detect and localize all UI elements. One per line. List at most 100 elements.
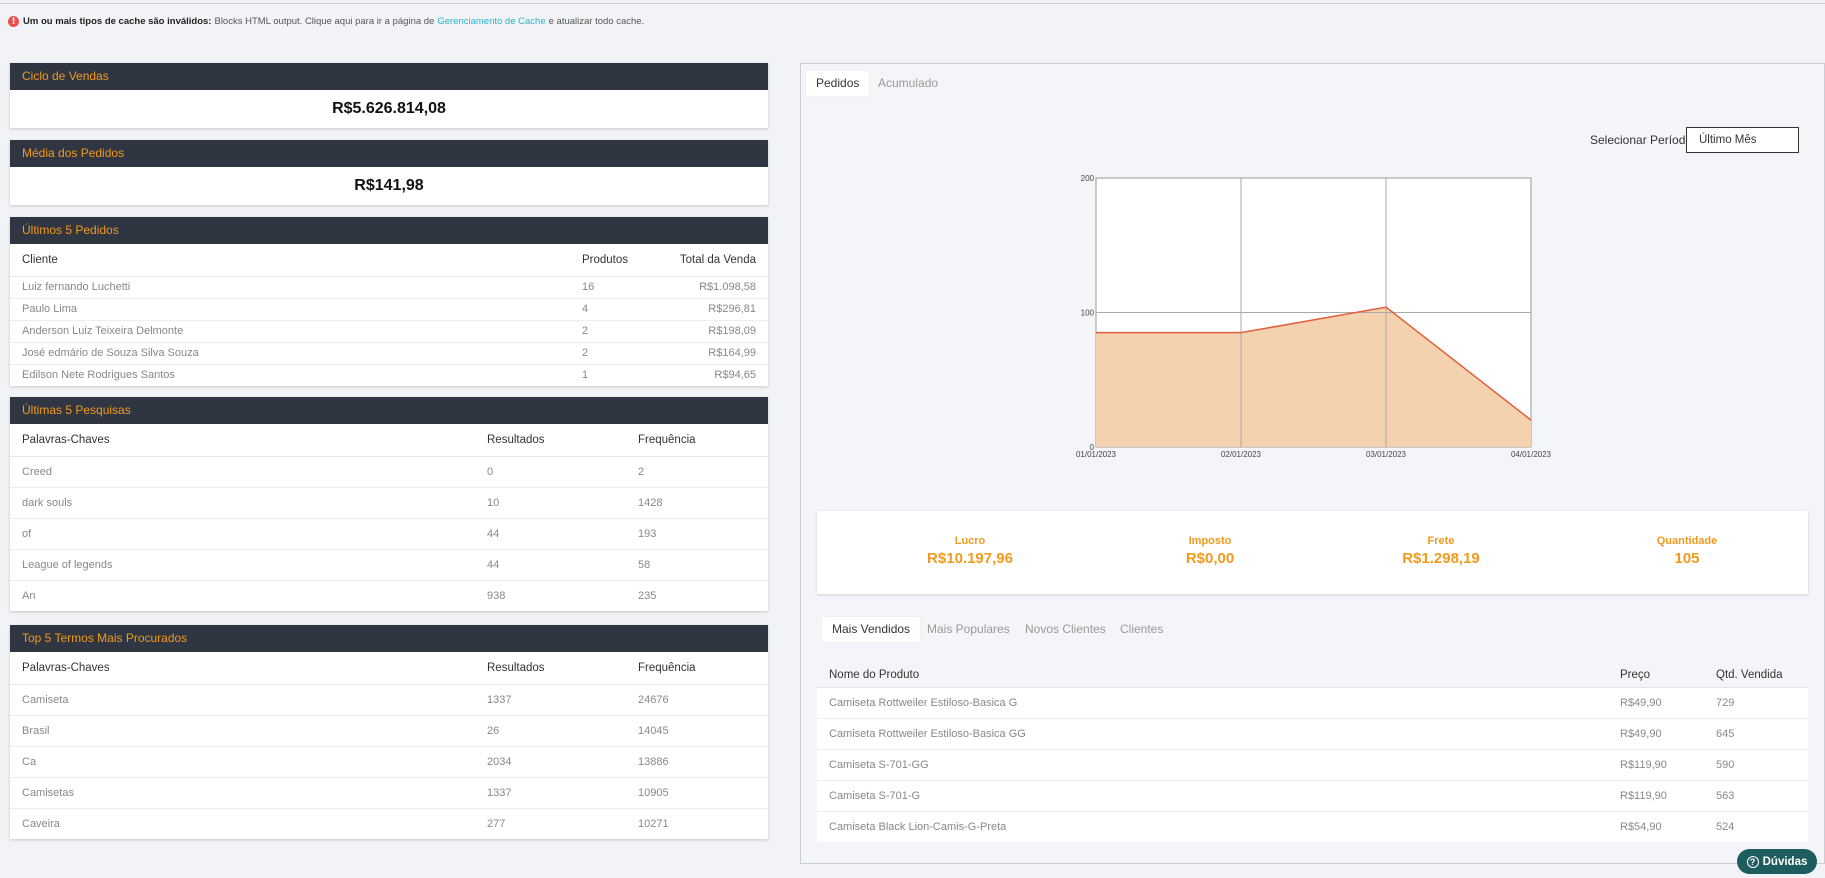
cell-results: 938	[475, 579, 626, 611]
stat-value: R$10.197,96	[927, 550, 1013, 567]
cache-management-link[interactable]: Gerenciamento de Cache	[437, 16, 546, 27]
cell-produtos: 4	[570, 297, 654, 320]
table-row[interactable]: Edilson Nete Rodrigues Santos 1 R$94,65	[10, 363, 768, 386]
cell-results: 2034	[475, 745, 626, 777]
table-row[interactable]: Camiseta S-701-GG R$119,90 590	[817, 748, 1808, 780]
tab-acumulado[interactable]: Acumulado	[878, 76, 939, 90]
cell-price: R$119,90	[1608, 748, 1704, 780]
cell-keyword: Camisetas	[10, 776, 475, 808]
last-orders-panel: Últimos 5 Pedidos Cliente Produtos Total…	[10, 217, 768, 386]
data-point	[1385, 306, 1387, 308]
stat-quantidade: Quantidade 105	[1612, 535, 1762, 567]
cell-produtos: 16	[582, 281, 595, 293]
cell-price: R$49,90	[1620, 696, 1662, 709]
cell-total: R$198,09	[654, 319, 768, 342]
panel-title: Últimas 5 Pesquisas	[10, 397, 768, 424]
series-area	[1096, 307, 1531, 447]
col-price: Preço	[1608, 663, 1704, 688]
cell-keyword: An	[10, 579, 475, 611]
period-label: Selecionar Período:	[1590, 133, 1696, 147]
table-row[interactable]: Brasil 26 14045	[10, 714, 768, 746]
table-row[interactable]: An 938 235	[10, 579, 768, 611]
stat-label: Quantidade	[1656, 535, 1718, 547]
cell-results: 44	[475, 548, 626, 580]
period-select[interactable]: Último Mês	[1686, 127, 1799, 153]
x-tick-label: 04/01/2023	[1511, 450, 1552, 459]
cell-frequency: 235	[626, 579, 768, 611]
stat-value: 105	[1674, 550, 1700, 567]
top-terms-panel: Top 5 Termos Mais Procurados Palavras-Ch…	[10, 625, 768, 839]
products-panel: Nome do Produto Preço Qtd. Vendida Camis…	[817, 663, 1808, 842]
panel-title: Últimos 5 Pedidos	[10, 217, 768, 244]
tab-clientes[interactable]: Clientes	[1120, 622, 1164, 636]
cell-keyword: dark souls	[10, 486, 475, 518]
cell-qty: 563	[1704, 779, 1808, 811]
table-row[interactable]: dark souls 10 1428	[10, 486, 768, 518]
stat-label: Imposto	[1188, 535, 1232, 547]
cell-keyword: League of legends	[10, 548, 475, 580]
cell-results: 1337	[475, 776, 626, 808]
cell-cliente: Luiz fernando Luchetti	[22, 281, 131, 293]
table-row[interactable]: Caveira 277 10271	[10, 807, 768, 839]
table-row[interactable]: Camiseta Black Lion-Camis-G-Preta R$54,90…	[817, 810, 1808, 842]
cell-frequency: 10905	[626, 776, 768, 808]
cell-frequency: 58	[626, 548, 768, 580]
cell-frequency: 14045	[626, 714, 768, 746]
col-results: Resultados	[475, 424, 626, 457]
table-row[interactable]: Camisetas 1337 10905	[10, 776, 768, 808]
cell-frequency: 193	[626, 517, 768, 549]
table-row[interactable]: Camiseta S-701-G R$119,90 563	[817, 779, 1808, 811]
table-row[interactable]: Camiseta Rottweiler Estiloso-Basica G R$4…	[817, 687, 1808, 718]
cell-cliente: Anderson Luiz Teixeira Delmonte	[10, 319, 570, 342]
question-icon: ?	[1746, 855, 1759, 868]
stat-frete: Frete R$1.298,19	[1366, 535, 1516, 567]
cell-keyword: of	[10, 517, 475, 549]
cell-frequency: 13886	[626, 745, 768, 777]
cell-total: R$1.098,58	[699, 281, 756, 293]
table-row[interactable]: Luiz fernando Luchetti 16 R$1.098,58	[10, 276, 768, 298]
table-row[interactable]: Anderson Luiz Teixeira Delmonte 2 R$198,09	[10, 319, 768, 342]
cell-price: R$49,90	[1608, 717, 1704, 749]
stat-value: R$0,00	[1185, 550, 1235, 567]
help-button[interactable]: ? Dúvidas	[1737, 849, 1817, 874]
x-tick-label: 03/01/2023	[1366, 450, 1407, 459]
sales-cycle-value: R$5.626.814,08	[332, 100, 446, 117]
table-row[interactable]: Paulo Lima 4 R$296,81	[10, 297, 768, 320]
tab-mais-populares[interactable]: Mais Populares	[927, 622, 1010, 636]
cell-frequency: 24676	[638, 693, 669, 706]
data-point	[1530, 419, 1532, 421]
table-row[interactable]: of 44 193	[10, 517, 768, 549]
x-tick-label: 01/01/2023	[1076, 450, 1117, 459]
notice-text: Blocks HTML output. Clique aqui para ir …	[214, 16, 435, 27]
cell-qty: 524	[1704, 810, 1808, 842]
col-results: Resultados	[475, 652, 626, 685]
cell-total: R$296,81	[654, 297, 768, 320]
average-orders-panel: Média dos Pedidos R$141,98	[10, 140, 768, 205]
cell-cliente: Edilson Nete Rodrigues Santos	[10, 363, 570, 386]
table-row[interactable]: Camiseta Rottweiler Estiloso-Basica GG R$…	[817, 717, 1808, 749]
notice-tail: e atualizar todo cache.	[548, 16, 645, 27]
cache-notice: ! Um ou mais tipos de cache são inválido…	[8, 16, 644, 27]
table-row[interactable]: Creed 0 2	[10, 456, 768, 487]
top-terms-table: Palavras-Chaves Resultados Frequência Ca…	[10, 652, 768, 839]
table-row[interactable]: Ca 2034 13886	[10, 745, 768, 777]
table-row[interactable]: José edmário de Souza Silva Souza 2 R$164,…	[10, 341, 768, 364]
cell-keyword: Creed	[22, 465, 52, 478]
cell-qty: 645	[1704, 717, 1808, 749]
top-divider	[0, 3, 1825, 4]
tab-pedidos[interactable]: Pedidos	[806, 71, 870, 96]
cell-results: 1337	[487, 693, 512, 706]
y-tick-label: 100	[1081, 309, 1095, 318]
x-tick-label: 02/01/2023	[1221, 450, 1262, 459]
table-row[interactable]: Camiseta 1337 24676	[10, 684, 768, 715]
cell-total: R$164,99	[654, 341, 768, 364]
average-orders-value: R$141,98	[354, 177, 424, 194]
cell-keyword: Camiseta	[22, 693, 69, 706]
cell-product-name: Camiseta Rottweiler Estiloso-Basica G	[829, 696, 1018, 709]
tab-mais-vendidos[interactable]: Mais Vendidos	[822, 617, 921, 642]
stat-lucro: Lucro R$10.197,96	[895, 535, 1045, 567]
cell-frequency: 10271	[626, 807, 768, 839]
tab-novos-clientes[interactable]: Novos Clientes	[1025, 622, 1106, 636]
table-row[interactable]: League of legends 44 58	[10, 548, 768, 580]
col-cliente: Cliente	[10, 244, 570, 277]
